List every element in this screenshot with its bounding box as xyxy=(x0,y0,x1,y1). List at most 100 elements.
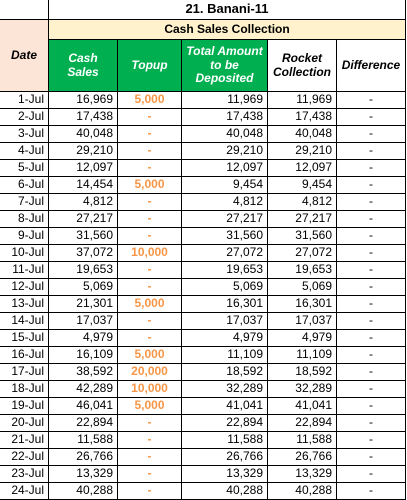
table-cell: - xyxy=(337,296,406,313)
table-cell: 13,329 xyxy=(268,466,337,483)
table-cell: - xyxy=(118,160,182,177)
table-cell: 11,588 xyxy=(49,432,118,449)
table-cell: - xyxy=(337,143,406,160)
table-cell: 7-Jul xyxy=(0,194,49,211)
table-cell: - xyxy=(337,313,406,330)
table-cell: - xyxy=(118,466,182,483)
table-cell: - xyxy=(337,160,406,177)
table-cell: 32,289 xyxy=(268,381,337,398)
table-cell: 38,592 xyxy=(49,364,118,381)
table-cell: - xyxy=(337,347,406,364)
table-cell: - xyxy=(118,109,182,126)
table-cell: - xyxy=(337,279,406,296)
table-cell: 4,979 xyxy=(182,330,268,347)
table-cell: - xyxy=(337,228,406,245)
table-cell: 16,109 xyxy=(49,347,118,364)
column-header: Topup xyxy=(118,40,182,92)
table-cell: 23-Jul xyxy=(0,466,49,483)
table-cell: 5-Jul xyxy=(0,160,49,177)
table-cell: 46,041 xyxy=(49,398,118,415)
table-cell: 12,097 xyxy=(49,160,118,177)
table-cell: - xyxy=(118,194,182,211)
table-cell: 17,037 xyxy=(268,313,337,330)
table-cell: 12-Jul xyxy=(0,279,49,296)
table-cell: - xyxy=(118,279,182,296)
table-cell: 15-Jul xyxy=(0,330,49,347)
table-cell: 11,969 xyxy=(182,92,268,109)
table-cell: - xyxy=(337,449,406,466)
table-cell: 14,454 xyxy=(49,177,118,194)
table-cell: - xyxy=(118,143,182,160)
table-cell: - xyxy=(118,313,182,330)
date-header: Date xyxy=(0,20,49,92)
table-cell: 40,048 xyxy=(182,126,268,143)
table-cell: 4-Jul xyxy=(0,143,49,160)
table-cell: - xyxy=(337,432,406,449)
table-cell: 16-Jul xyxy=(0,347,49,364)
table-cell: 29,210 xyxy=(182,143,268,160)
table-cell: 20,000 xyxy=(118,364,182,381)
table-cell: 11,588 xyxy=(182,432,268,449)
table-cell: 9,454 xyxy=(268,177,337,194)
table-cell: 13-Jul xyxy=(0,296,49,313)
table-cell: 9,454 xyxy=(182,177,268,194)
table-cell: 11,109 xyxy=(182,347,268,364)
table-cell: 5,000 xyxy=(118,347,182,364)
table-cell: 11-Jul xyxy=(0,262,49,279)
table-cell: 18,592 xyxy=(268,364,337,381)
table-cell: 13,329 xyxy=(49,466,118,483)
table-cell: 16,301 xyxy=(182,296,268,313)
table-cell: 10-Jul xyxy=(0,245,49,262)
table-cell: 41,041 xyxy=(182,398,268,415)
table-cell: 17,438 xyxy=(49,109,118,126)
table-cell: - xyxy=(118,432,182,449)
table-cell: 27,217 xyxy=(268,211,337,228)
table-cell: 16,969 xyxy=(49,92,118,109)
table-cell: 40,048 xyxy=(268,126,337,143)
blank-cell xyxy=(0,0,49,20)
table-cell: - xyxy=(337,109,406,126)
table-cell: 19,653 xyxy=(268,262,337,279)
table-cell: - xyxy=(337,92,406,109)
table-cell: 5,069 xyxy=(49,279,118,296)
table-cell: - xyxy=(337,483,406,500)
table-cell: 5,000 xyxy=(118,398,182,415)
column-header: Total Amount to be Deposited xyxy=(182,40,268,92)
table-cell: - xyxy=(337,330,406,347)
table-cell: - xyxy=(337,398,406,415)
title-cell: 21. Banani-11 xyxy=(49,0,406,20)
table-cell: 5,000 xyxy=(118,92,182,109)
table-cell: 29,210 xyxy=(268,143,337,160)
table-cell: 18,592 xyxy=(182,364,268,381)
table-cell: 10,000 xyxy=(118,381,182,398)
table-cell: - xyxy=(337,466,406,483)
table-cell: - xyxy=(118,228,182,245)
table-cell: 17,037 xyxy=(182,313,268,330)
table-cell: 22,894 xyxy=(49,415,118,432)
table-cell: 5,069 xyxy=(182,279,268,296)
table-cell: 13,329 xyxy=(182,466,268,483)
table-cell: 26,766 xyxy=(268,449,337,466)
table-cell: - xyxy=(337,364,406,381)
table-cell: - xyxy=(337,245,406,262)
table-cell: 17,438 xyxy=(268,109,337,126)
table-cell: 6-Jul xyxy=(0,177,49,194)
table-cell: 12,097 xyxy=(268,160,337,177)
table-cell: - xyxy=(337,194,406,211)
table-cell: 3-Jul xyxy=(0,126,49,143)
table-cell: 1-Jul xyxy=(0,92,49,109)
table-cell: - xyxy=(118,415,182,432)
table-cell: - xyxy=(118,211,182,228)
subtitle-cell: Cash Sales Collection xyxy=(49,20,406,40)
column-header: Difference xyxy=(337,40,406,92)
table-cell: 21-Jul xyxy=(0,432,49,449)
table-cell: - xyxy=(337,211,406,228)
table-cell: - xyxy=(337,381,406,398)
table-cell: 10,000 xyxy=(118,245,182,262)
table-cell: 42,289 xyxy=(49,381,118,398)
table-cell: 17-Jul xyxy=(0,364,49,381)
table-cell: 22-Jul xyxy=(0,449,49,466)
table-cell: 40,048 xyxy=(49,126,118,143)
table-cell: 18-Jul xyxy=(0,381,49,398)
